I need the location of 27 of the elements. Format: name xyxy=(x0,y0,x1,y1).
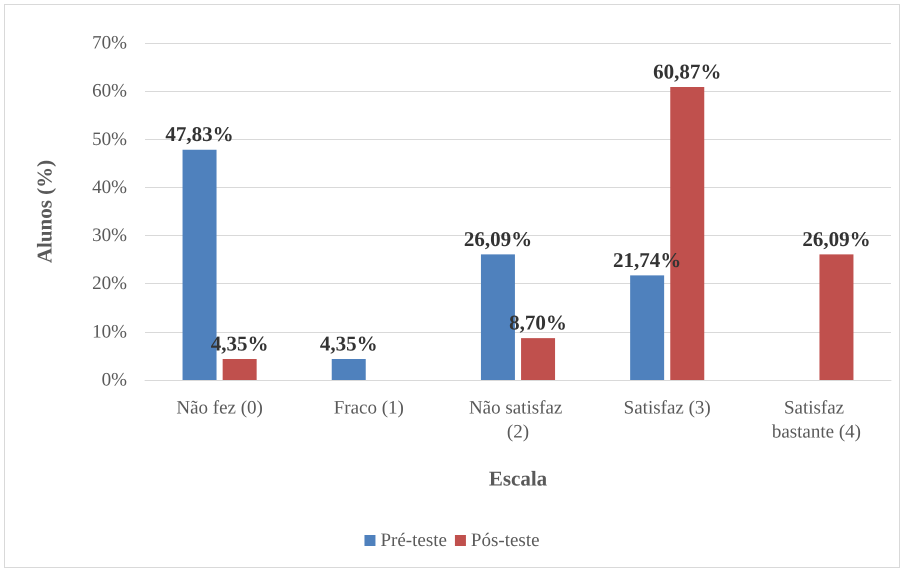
x-tick-label: Não satisfaz (2) xyxy=(468,398,568,442)
bar xyxy=(630,275,664,380)
x-tick-label: Satisfaz bastante (4) xyxy=(772,398,861,442)
y-tick-label: 70% xyxy=(92,32,128,54)
bar xyxy=(222,359,257,380)
y-tick-label: 10% xyxy=(92,321,128,342)
y-tick-label: 50% xyxy=(92,128,128,150)
y-tick-label: 30% xyxy=(92,225,128,246)
y-tick-label: 60% xyxy=(92,80,128,102)
bar xyxy=(332,359,366,380)
data-label: 60,87% xyxy=(653,59,722,84)
data-label: 47,83% xyxy=(165,122,234,146)
y-tick-label: 40% xyxy=(92,176,128,198)
x-axis-title: Escala xyxy=(488,466,548,490)
data-label: 26,09% xyxy=(464,226,532,251)
x-tick-label: Satisfaz (3) xyxy=(624,398,711,418)
y-axis-title: Alunos (%) xyxy=(32,160,56,264)
x-tick-label: Fraco (1) xyxy=(334,398,404,418)
data-label: 4,35% xyxy=(320,332,378,356)
legend-label: Pós-teste xyxy=(470,530,540,551)
data-label: 26,09% xyxy=(802,226,871,251)
bar xyxy=(521,338,556,380)
x-tick-label: Não fez (0) xyxy=(176,398,263,418)
legend-label: Pré-teste xyxy=(380,530,447,551)
bar xyxy=(819,254,854,380)
y-tick-label: 20% xyxy=(92,273,128,294)
y-tick-label: 0% xyxy=(102,370,128,390)
